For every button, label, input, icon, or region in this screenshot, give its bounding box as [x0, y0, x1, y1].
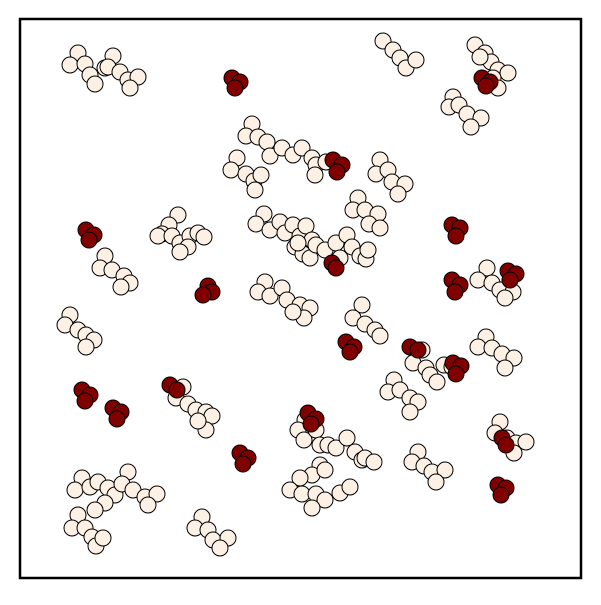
dark-particle	[409, 341, 427, 359]
dark-particle	[327, 259, 345, 277]
light-particle	[341, 478, 359, 496]
light-particle	[478, 259, 496, 277]
dark-particle	[226, 79, 244, 97]
dark-particle	[446, 283, 464, 301]
dark-particle	[302, 415, 320, 433]
light-particle	[258, 133, 276, 151]
light-particle	[499, 64, 517, 82]
light-particle	[86, 501, 104, 519]
light-particle	[189, 412, 207, 430]
dark-particle	[501, 271, 519, 289]
dark-particle	[194, 286, 212, 304]
dark-particle	[341, 343, 359, 361]
dark-particle	[447, 227, 465, 245]
light-particle	[284, 303, 302, 321]
light-particle	[371, 327, 389, 345]
dark-particle	[76, 392, 94, 410]
dark-particle	[477, 77, 495, 95]
light-particle	[471, 48, 489, 66]
light-particle	[121, 79, 139, 97]
light-particle	[365, 453, 383, 471]
light-particle	[353, 296, 371, 314]
light-particle	[61, 56, 79, 74]
light-particle	[139, 496, 157, 514]
light-particle	[261, 287, 279, 305]
light-particle	[112, 278, 130, 296]
light-particle	[195, 228, 213, 246]
light-particle	[77, 338, 95, 356]
light-particle	[327, 439, 345, 457]
dark-particle	[168, 381, 186, 399]
light-particle	[427, 473, 445, 491]
light-particle	[371, 219, 389, 237]
light-particle	[261, 147, 279, 165]
light-particle	[316, 461, 334, 479]
light-particle	[359, 241, 377, 259]
dark-particle	[497, 436, 515, 454]
particle-group	[56, 32, 535, 557]
light-particle	[94, 529, 112, 547]
light-particle	[246, 181, 264, 199]
dark-particle	[447, 365, 465, 383]
light-particle	[338, 429, 356, 447]
light-particle	[407, 51, 425, 69]
light-particle	[389, 185, 407, 203]
light-particle	[211, 539, 229, 557]
light-particle	[252, 166, 270, 184]
light-particle	[496, 359, 514, 377]
light-particle	[171, 243, 189, 261]
light-particle	[517, 433, 535, 451]
boundary-frame	[18, 17, 583, 580]
dark-particle	[328, 163, 346, 181]
light-particle	[289, 234, 307, 252]
light-particle	[303, 499, 321, 517]
dark-particle	[108, 410, 126, 428]
light-particle	[436, 461, 454, 479]
light-particle	[295, 431, 313, 449]
light-particle	[306, 166, 324, 184]
light-particle	[469, 271, 487, 289]
dark-particle	[492, 486, 510, 504]
light-particle	[222, 161, 240, 179]
dark-particle	[234, 455, 252, 473]
light-particle	[496, 289, 514, 307]
light-particle	[462, 118, 480, 136]
light-particle	[316, 491, 334, 509]
dark-particle	[80, 231, 98, 249]
light-particle	[86, 75, 104, 93]
light-particle	[401, 403, 419, 421]
light-particle	[428, 373, 446, 391]
light-particle	[66, 481, 84, 499]
light-particle	[148, 485, 166, 503]
